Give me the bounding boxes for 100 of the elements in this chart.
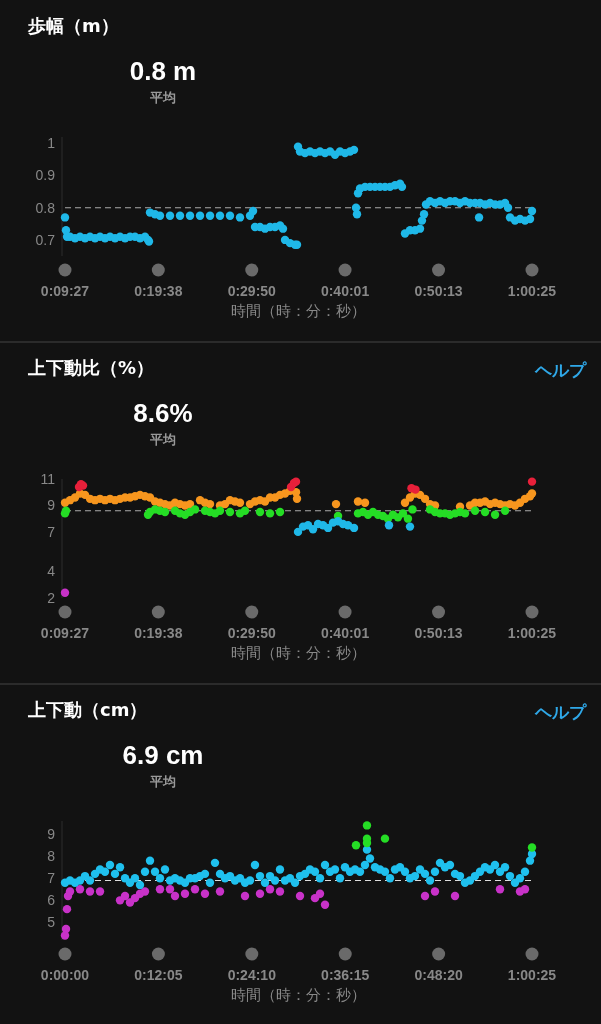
point	[403, 514, 413, 523]
point	[408, 505, 417, 514]
chart-subtitle: 8.6%	[133, 398, 193, 428]
x-tick-label: 0:29:50	[227, 283, 277, 299]
point	[62, 904, 72, 914]
point	[470, 506, 480, 515]
point	[420, 891, 430, 901]
point	[200, 889, 210, 898]
point	[165, 885, 175, 894]
point	[255, 889, 265, 898]
point	[265, 885, 275, 894]
point	[295, 891, 305, 901]
point	[160, 507, 170, 517]
point	[65, 887, 75, 896]
point	[75, 885, 85, 894]
x-axis-title: 時間（時：分：秒）	[231, 644, 366, 662]
point	[225, 507, 235, 517]
point	[405, 522, 415, 531]
chart-title: 上下動比（%）	[27, 357, 155, 378]
x-tick-label: 0:36:15	[321, 967, 370, 983]
x-tick-label: 0:48:20	[414, 967, 463, 983]
point	[170, 891, 180, 901]
point	[240, 891, 250, 901]
point	[380, 834, 390, 843]
point	[520, 885, 530, 894]
text: 平均	[149, 90, 176, 105]
x-tick-label: 0:19:38	[134, 625, 183, 641]
point	[190, 505, 200, 514]
point	[495, 885, 505, 894]
point	[490, 510, 500, 519]
point	[411, 485, 420, 494]
x-tick-label: 1:00:25	[507, 625, 557, 641]
point	[398, 509, 408, 518]
y-tick-label: 1	[47, 135, 56, 152]
chart-subtitle: 6.9 cm	[122, 740, 204, 770]
text: 平均	[149, 774, 176, 789]
chart-subtitle: 0.8 m	[129, 56, 197, 86]
y-tick-label: 11	[40, 470, 56, 487]
point	[155, 885, 165, 894]
x-tick-label: 0:09:27	[40, 283, 90, 299]
point	[115, 896, 125, 905]
point	[240, 506, 250, 515]
point	[215, 887, 225, 896]
point	[500, 506, 510, 515]
point	[120, 891, 130, 901]
point	[527, 843, 537, 852]
point	[384, 521, 394, 530]
point	[308, 525, 318, 534]
x-tick-label: 0:19:38	[134, 283, 183, 299]
y-tick-label: 6	[47, 892, 56, 909]
y-tick-label: 0.9	[35, 167, 56, 184]
point	[265, 509, 275, 518]
point	[430, 887, 440, 896]
text: 平均	[149, 432, 176, 447]
y-tick-label: 0.8	[35, 199, 56, 216]
chart-title: 歩幅（m）	[27, 15, 119, 36]
x-tick-label: 0:24:10	[227, 967, 277, 983]
point	[320, 900, 330, 909]
point	[180, 889, 190, 898]
point	[460, 509, 470, 518]
y-tick-label: 2	[47, 589, 56, 606]
x-tick-label: 0:12:05	[134, 967, 183, 983]
x-tick-label: 0:50:13	[414, 283, 463, 299]
x-tick-label: 1:00:25	[507, 283, 557, 299]
text: ヘルプ	[534, 360, 587, 380]
point	[190, 885, 200, 894]
y-tick-label: 0.7	[35, 231, 56, 248]
point	[85, 887, 95, 896]
x-tick-label: 0:40:01	[320, 283, 370, 299]
point	[95, 887, 105, 896]
point	[480, 507, 490, 517]
y-tick-label: 7	[47, 523, 56, 540]
x-tick-label: 0:09:27	[40, 625, 90, 641]
x-axis-title: 時間（時：分：秒）	[231, 986, 366, 1004]
point	[275, 887, 285, 896]
chart-title: 上下動（cm）	[27, 699, 148, 720]
point	[349, 523, 359, 533]
point	[351, 841, 361, 850]
point	[527, 477, 537, 486]
x-tick-label: 0:29:50	[227, 625, 277, 641]
point	[215, 506, 225, 515]
y-tick-label: 4	[47, 563, 56, 580]
x-axis-title: 時間（時：分：秒）	[231, 302, 366, 320]
y-tick-label: 9	[47, 497, 56, 514]
point	[60, 588, 70, 597]
point	[275, 507, 285, 517]
point	[362, 821, 372, 830]
point	[255, 507, 265, 517]
point	[140, 887, 150, 896]
point	[61, 924, 71, 934]
point	[125, 898, 135, 907]
y-tick-label: 7	[47, 870, 56, 887]
y-tick-label: 9	[47, 826, 56, 843]
x-tick-label: 0:50:13	[414, 625, 463, 641]
text: ヘルプ	[534, 702, 587, 722]
point	[315, 889, 325, 898]
x-tick-label: 0:00:00	[40, 967, 90, 983]
point	[450, 891, 460, 901]
y-tick-label: 5	[47, 914, 56, 931]
y-tick-label: 8	[47, 848, 56, 865]
